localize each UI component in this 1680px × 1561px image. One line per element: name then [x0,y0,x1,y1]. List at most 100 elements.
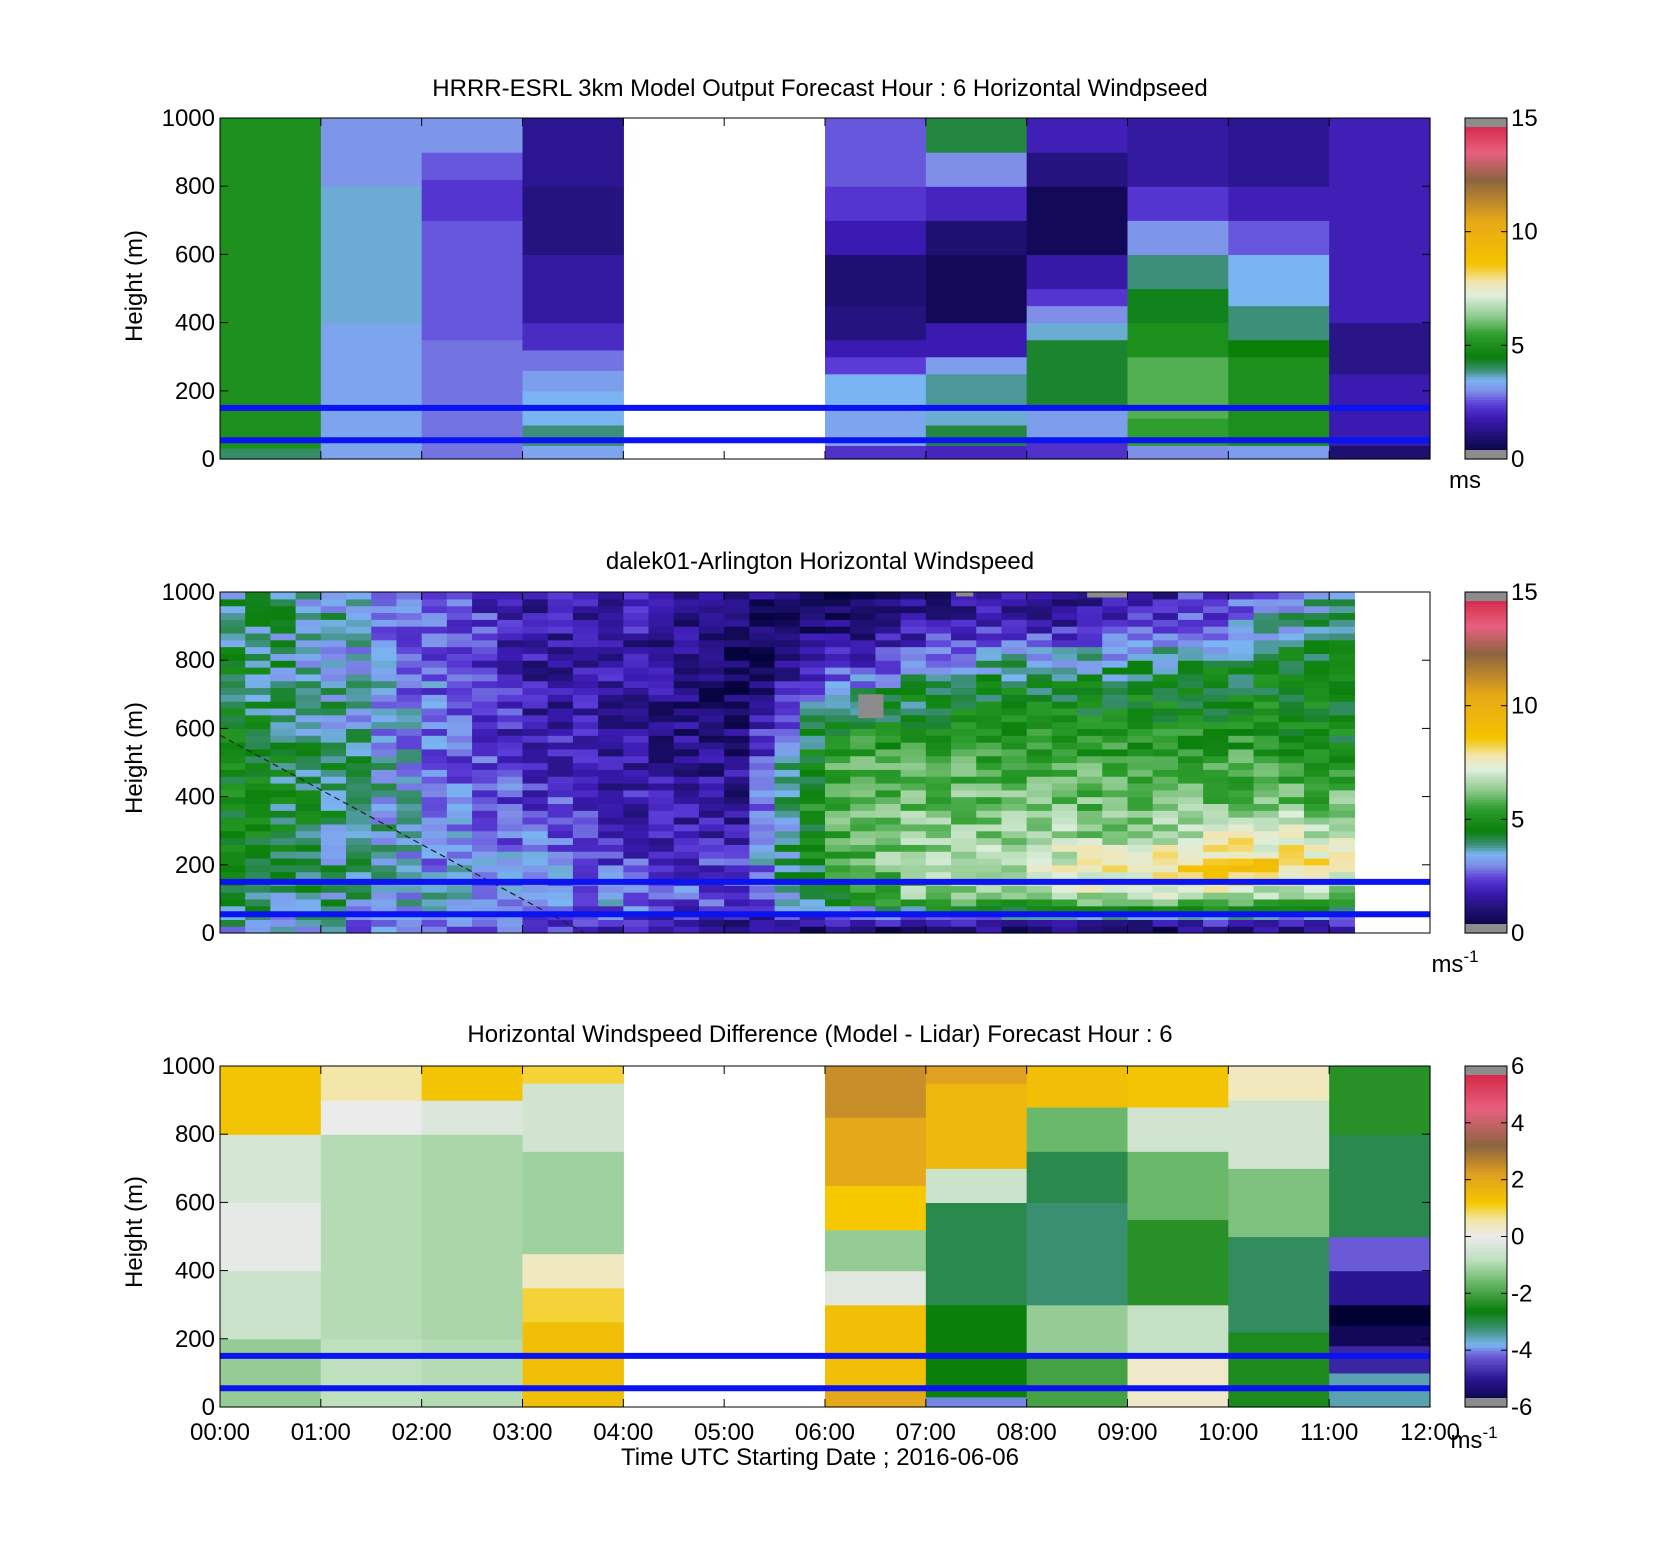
heatmap-cell [446,844,473,852]
heatmap-cell [598,769,624,777]
heatmap-cell [320,1100,423,1135]
heatmap-cell [850,721,877,729]
heatmap-cell [976,844,1003,852]
heatmap-cell [220,885,246,893]
heatmap-cell [1001,844,1028,852]
heatmap-cell [825,254,927,307]
heatmap-cell [1127,823,1154,832]
colorbar-segment [1465,884,1507,889]
heatmap-cell [1127,844,1154,852]
heatmap-cell [648,646,675,654]
heatmap-cell [698,830,725,839]
heatmap-cell [421,701,448,709]
heatmap-cell [396,694,423,702]
heatmap-cell [598,926,624,934]
colorbar-segment [1465,430,1507,435]
heatmap-cell [446,762,473,770]
heatmap-cell [497,626,524,634]
heatmap-cell [1253,707,1280,716]
heatmap-cell [1152,701,1179,709]
heatmap-cell [1102,837,1129,845]
heatmap-cell [799,769,826,777]
heatmap-cell [1329,810,1355,818]
heatmap-cell [1051,776,1078,784]
heatmap-cell [1303,762,1330,770]
heatmap-cell [1051,660,1078,668]
heatmap-cell [749,782,776,791]
heatmap-cell [1303,892,1330,900]
heatmap-cell [724,701,750,709]
heatmap-cell [900,632,927,641]
heatmap-cell [1177,639,1204,648]
heatmap-cell [925,639,952,648]
colorbar-segment [1465,736,1507,741]
heatmap-cell [572,871,599,880]
colorbar-segment [1465,1304,1507,1309]
heatmap-cell [673,782,700,791]
heatmap-cell [749,660,776,668]
heatmap-cell [472,735,498,743]
heatmap-cell [446,707,473,716]
heatmap-cell [925,687,952,695]
colorbar-segment [1465,197,1507,202]
heatmap-cell [1329,1236,1431,1272]
heatmap-cell [774,660,801,668]
heatmap-cell [220,823,246,832]
heatmap-cell [1077,892,1103,900]
heatmap-cell [371,905,398,914]
heatmap-cell [623,905,650,914]
heatmap-cell [1001,680,1028,689]
heatmap-cell [245,742,272,750]
colorbar-segment [1465,1318,1507,1323]
heatmap-cell [270,919,297,927]
heatmap-cell [396,667,423,675]
heatmap-cell [270,864,297,873]
heatmap-cell [673,592,700,600]
heatmap-cell [320,898,347,907]
heatmap-cell [1001,626,1028,634]
heatmap-cell [825,356,927,375]
heatmap-cell [572,721,599,729]
heatmap-cell [320,1134,423,1340]
heatmap-cell [1228,660,1255,668]
heatmap-cell [598,612,624,620]
heatmap-cell [774,864,801,873]
heatmap-cell [1127,605,1154,614]
colorbar-segment [1465,257,1507,261]
heatmap-cell [1026,694,1053,702]
heatmap-cell [1077,680,1103,689]
heatmap-cell [1026,803,1053,811]
colorbar-tick-label: 15 [1511,105,1538,132]
heatmap-cell [749,673,776,682]
heatmap-cell [1253,728,1280,736]
heatmap-cell [270,803,297,811]
heatmap-cell [421,612,448,620]
heatmap-cell [1077,667,1103,675]
heatmap-cell [951,673,977,682]
heatmap-cell [1001,701,1028,709]
heatmap-cells [220,1066,1431,1408]
heatmap-cell [295,680,322,689]
heatmap-cell [698,885,725,893]
heatmap-cell [1127,694,1154,702]
heatmap-cell [1127,748,1154,757]
colorbar-segment [1465,413,1507,417]
y-tick-label: 400 [175,310,215,337]
colorbar-tick-label: 5 [1511,806,1524,833]
colorbar-segment [1465,319,1507,324]
heatmap-cell [572,830,599,839]
colorbar-segment [1465,623,1507,627]
heatmap-cell [1228,254,1330,307]
heatmap-cell [1026,776,1053,784]
heatmap-cell [1228,118,1330,187]
heatmap-cell [1077,673,1103,682]
heatmap-cell [346,830,372,839]
heatmap-cell [976,680,1003,689]
heatmap-cell [673,687,700,695]
heatmap-cell [446,701,473,709]
heatmap-cell [724,755,750,764]
heatmap-cell [270,762,297,770]
heatmap-cell [497,762,524,770]
heatmap-cell [1026,735,1053,743]
